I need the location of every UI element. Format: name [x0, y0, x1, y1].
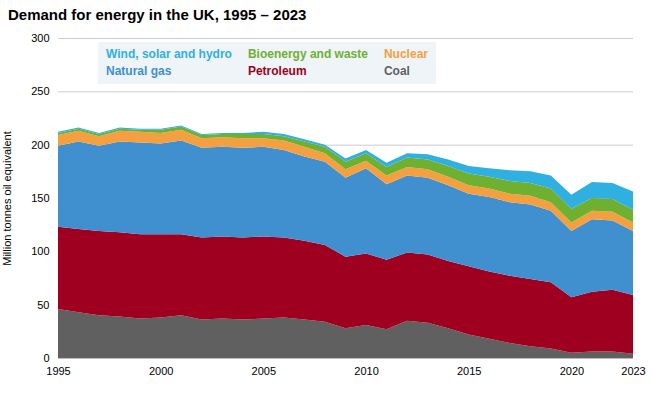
- svg-text:150: 150: [31, 192, 49, 204]
- svg-text:0: 0: [43, 352, 49, 364]
- html-text:Nuclear: Nuclear: [384, 47, 428, 61]
- html-text:Coal: Coal: [384, 64, 410, 78]
- svg-text:1995: 1995: [46, 365, 70, 377]
- svg-text:2020: 2020: [560, 365, 584, 377]
- svg-text:2023: 2023: [621, 365, 645, 377]
- html-text:Petroleum: Petroleum: [247, 64, 307, 78]
- svg-text:2015: 2015: [457, 365, 481, 377]
- html-text:Natural gas: Natural gas: [106, 64, 172, 78]
- html-text:Bioenergy and waste: Bioenergy and waste: [247, 47, 368, 61]
- html-text:Wind, solar and hydro: Wind, solar and hydro: [106, 47, 232, 61]
- svg-text:250: 250: [31, 85, 49, 97]
- svg-text:2010: 2010: [354, 365, 378, 377]
- svg-text:2005: 2005: [252, 365, 276, 377]
- svg-text:Million tonnes oil equivalent: Million tonnes oil equivalent: [1, 131, 13, 266]
- html-text:Demand for energy in the UK, 1: Demand for energy in the UK, 1995 – 2023: [8, 6, 307, 23]
- svg-text:100: 100: [31, 245, 49, 257]
- svg-text:300: 300: [31, 32, 49, 44]
- svg-text:2000: 2000: [149, 365, 173, 377]
- svg-text:50: 50: [37, 299, 49, 311]
- svg-text:200: 200: [31, 139, 49, 151]
